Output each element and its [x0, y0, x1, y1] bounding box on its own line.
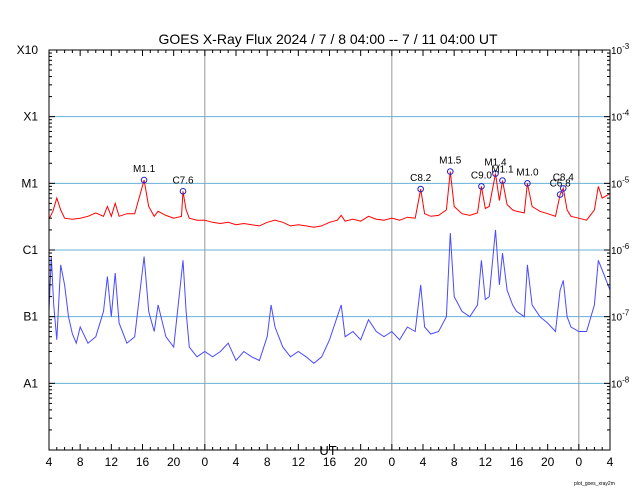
- x-axis-tick-label: 4: [233, 455, 240, 469]
- x-axis-tick-label: 20: [354, 455, 368, 469]
- x-axis-tick-label: 12: [292, 455, 306, 469]
- plot-credit: plot_goes_xray2m: [574, 481, 615, 487]
- flare-label: C6.8: [550, 178, 572, 189]
- axis-layer: A1 B1 C1 M1 X1 X10 10-3 10-4 10-5 10-6 10-7 10-8 4 8 1…: [17, 42, 630, 469]
- x-axis-tick-label: 4: [607, 455, 614, 469]
- flare-label: M1.0: [516, 167, 539, 178]
- flare-label: M1.1: [491, 165, 514, 176]
- left-axis-label: X1: [23, 110, 38, 124]
- x-axis-tick-label: 20: [167, 455, 181, 469]
- x-axis-tick-label: 12: [479, 455, 493, 469]
- flare-marker: [499, 177, 506, 184]
- flare-marker: [478, 183, 485, 190]
- flare-label: C8.4: [553, 172, 575, 183]
- flare-marker: [446, 168, 454, 175]
- series-layer: [48, 171, 611, 364]
- x-axis-tick-label: 4: [46, 455, 53, 469]
- right-axis-label: 10-7: [611, 309, 630, 324]
- flare-marker: [492, 170, 499, 177]
- x-axis-tick-label: 16: [323, 455, 337, 469]
- x-axis-tick-label: 16: [510, 455, 524, 469]
- left-axis-label: C1: [23, 243, 39, 257]
- x-axis-tick-label: 0: [201, 455, 208, 469]
- flare-marker: [559, 185, 567, 192]
- right-axis-label: 10-8: [611, 375, 630, 390]
- x-axis-tick-label: 16: [136, 455, 150, 469]
- x-axis-tick-label: 8: [264, 455, 271, 469]
- flare-marker: [524, 180, 531, 187]
- x-axis-tick-label: 0: [575, 455, 582, 469]
- flare-marker: [417, 185, 424, 193]
- flare-label: C8.2: [410, 173, 432, 184]
- left-axis-label: B1: [23, 310, 38, 324]
- x-axis-tick-label: 0: [388, 455, 395, 469]
- right-axis-label: 10-6: [611, 242, 630, 257]
- flare-marker: [179, 187, 187, 195]
- flare-label: M1.4: [484, 158, 507, 169]
- right-axis-label: 10-5: [611, 175, 630, 190]
- long-channel-line: [48, 171, 611, 228]
- x-axis-tick-label: 8: [451, 455, 458, 469]
- right-axis-label: 10-4: [611, 109, 630, 124]
- x-axis-tick-label: 12: [105, 455, 119, 469]
- annotation-layer: M1.1C7.6 C8.2M1.5C9.0M1.4M1.1 M1.0C6.8C8.4: [133, 156, 574, 198]
- flare-label: M1.1: [133, 164, 156, 175]
- left-axis-label: M1: [21, 176, 38, 190]
- grid-layer: [49, 50, 610, 450]
- left-axis-label: A1: [23, 376, 38, 390]
- flare-marker: [556, 191, 564, 198]
- flare-label: C7.6: [172, 175, 194, 186]
- right-axis-label: 10-3: [611, 42, 630, 57]
- x-axis-tick-label: 4: [420, 455, 427, 469]
- left-axis-label: X10: [17, 43, 39, 57]
- x-axis-tick-label: 8: [77, 455, 84, 469]
- x-axis-label: UT: [319, 443, 336, 458]
- short-channel-line: [48, 229, 611, 364]
- flare-marker: [140, 176, 148, 184]
- flare-label: M1.5: [439, 156, 462, 167]
- chart-title: GOES X-Ray Flux 2024 / 7 / 8 04:00 -- 7 …: [158, 31, 497, 47]
- x-axis-tick-label: 20: [541, 455, 555, 469]
- flare-label: C9.0: [471, 170, 493, 181]
